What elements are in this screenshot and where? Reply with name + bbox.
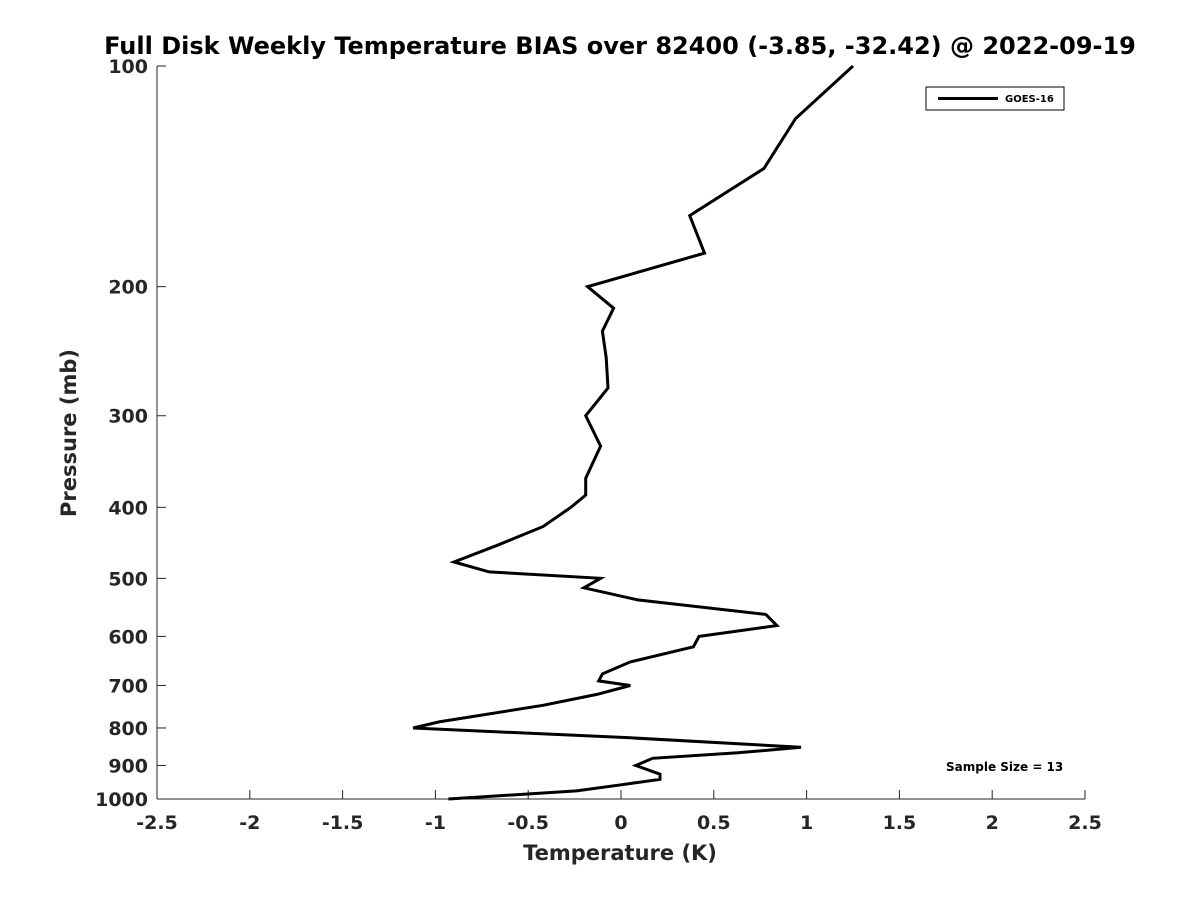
legend-label-goes-16: GOES-16 xyxy=(1005,94,1054,105)
y-tick-label: 200 xyxy=(108,277,148,299)
x-tick-label: 2.5 xyxy=(1068,812,1102,834)
x-axis-ticks: -2.5 -2 -1.5 -1 -0.5 0 0.5 1 1.5 2 2.5 xyxy=(136,790,1102,834)
chart-title: Full Disk Weekly Temperature BIAS over 8… xyxy=(104,32,1136,60)
x-tick-label: -0.5 xyxy=(507,812,549,834)
y-tick-label: 600 xyxy=(108,626,148,648)
x-tick-label: 2 xyxy=(986,812,999,834)
sample-size-annotation: Sample Size = 13 xyxy=(946,760,1063,774)
y-tick-label: 300 xyxy=(108,406,148,428)
y-tick-label: 700 xyxy=(108,675,148,697)
x-tick-label: 1.5 xyxy=(883,812,917,834)
y-axis-label: Pressure (mb) xyxy=(57,349,81,517)
legend: GOES-16 xyxy=(925,86,1065,111)
y-tick-label: 100 xyxy=(108,56,148,78)
x-tick-label: 0.5 xyxy=(697,812,731,834)
y-axis-ticks: 100 200 300 400 500 600 700 800 900 1000 xyxy=(95,56,166,811)
x-tick-label: 0 xyxy=(614,812,627,834)
series-line-goes-16 xyxy=(412,64,855,801)
y-tick-label: 500 xyxy=(108,568,148,590)
x-tick-label: 1 xyxy=(800,812,813,834)
x-tick-label: -2 xyxy=(239,812,260,834)
y-tick-label: 1000 xyxy=(95,789,148,811)
x-axis-label: Temperature (K) xyxy=(523,841,717,865)
y-tick-label: 900 xyxy=(108,755,148,777)
x-tick-label: -2.5 xyxy=(136,812,178,834)
series-layer xyxy=(412,64,855,801)
plot-area xyxy=(157,66,1085,799)
y-tick-label: 800 xyxy=(108,718,148,740)
x-tick-label: -1.5 xyxy=(322,812,364,834)
x-tick-label: -1 xyxy=(425,812,446,834)
y-tick-label: 400 xyxy=(108,497,148,519)
